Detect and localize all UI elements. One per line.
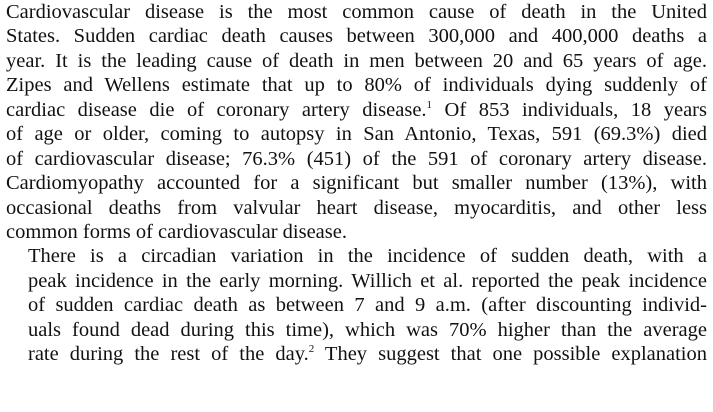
text-line: Cardiomyopathy accounted for a significa… (6, 171, 707, 195)
text-run: States. Sudden cardiac death causes betw… (6, 25, 707, 48)
text-line: of cardiovascular disease; 76.3% (451) o… (6, 147, 707, 171)
document-body: Cardiovascular disease is the most commo… (6, 0, 707, 367)
text-line: uals found dead during this time), which… (6, 318, 707, 342)
text-run: rate during the rest of the day. (28, 343, 309, 366)
paragraph: Cardiovascular disease is the most commo… (6, 0, 707, 244)
text-line: of sudden cardiac death as between 7 and… (6, 293, 707, 317)
text-run: Cardiomyopathy accounted for a significa… (6, 172, 707, 195)
text-run: occasional deaths from valvular heart di… (6, 196, 707, 219)
text-line: Zipes and Wellens estimate that up to 80… (6, 73, 707, 97)
text-run: of age or older, coming to autopsy in Sa… (6, 123, 707, 146)
footnote-marker: 2 (308, 343, 315, 356)
text-line: rate during the rest of the day.2 They s… (6, 342, 707, 366)
text-line: occasional deaths from valvular heart di… (6, 196, 707, 220)
text-run: peak incidence in the early morning. Wil… (28, 269, 707, 292)
text-line: cardiac disease die of coronary artery d… (6, 98, 707, 122)
text-line: of age or older, coming to autopsy in Sa… (6, 122, 707, 146)
text-run: There is a circadian variation in the in… (28, 245, 707, 268)
text-line: common forms of cardiovascular disease. (6, 220, 707, 244)
text-run: They suggest that one possible explanati… (314, 343, 708, 366)
text-run: uals found dead during this time), which… (28, 318, 707, 341)
text-run: year. It is the leading cause of death i… (6, 49, 707, 72)
text-run: of cardiovascular disease; 76.3% (451) o… (6, 147, 707, 170)
text-line: year. It is the leading cause of death i… (6, 49, 707, 73)
text-line: Cardiovascular disease is the most commo… (6, 0, 707, 24)
text-run: Zipes and Wellens estimate that up to 80… (6, 74, 707, 97)
paragraph: There is a circadian variation in the in… (6, 244, 707, 366)
text-line: There is a circadian variation in the in… (6, 244, 707, 268)
footnote-marker: 1 (426, 98, 433, 111)
text-run: Cardiovascular disease is the most commo… (6, 1, 707, 23)
text-run: cardiac disease die of coronary artery d… (6, 98, 427, 121)
text-run: Of 853 individuals, 18 years (432, 98, 707, 121)
text-run: of sudden cardiac death as between 7 and… (28, 294, 707, 317)
text-line: States. Sudden cardiac death causes betw… (6, 24, 707, 48)
text-line: peak incidence in the early morning. Wil… (6, 269, 707, 293)
text-run: common forms of cardiovascular disease. (6, 220, 347, 243)
